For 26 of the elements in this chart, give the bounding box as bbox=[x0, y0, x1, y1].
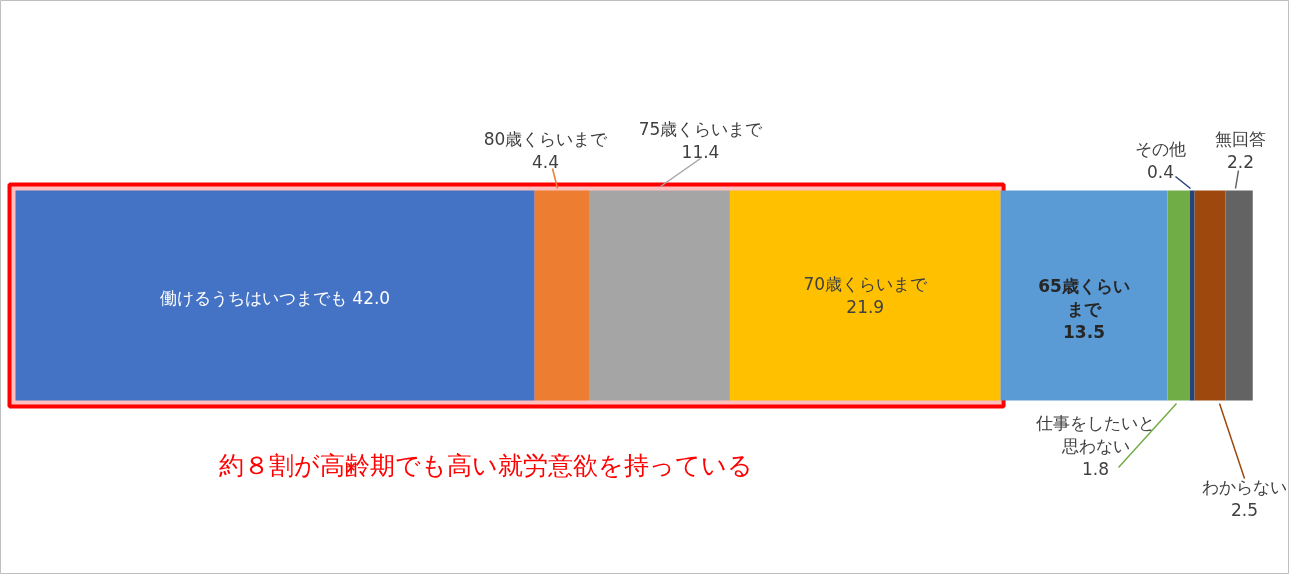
data-label: 4.4 bbox=[531, 152, 560, 172]
data-label: 21.9 bbox=[846, 297, 885, 317]
bar bbox=[1167, 190, 1190, 401]
bar bbox=[729, 190, 1001, 401]
data-label: 2.2 bbox=[1226, 152, 1255, 172]
text: 75歳くらいまで bbox=[638, 119, 764, 139]
data-label: 0.4 bbox=[1146, 162, 1175, 182]
series-label: 65歳くらいまで bbox=[1038, 275, 1130, 319]
bar bbox=[1000, 190, 1168, 401]
data-label: 13.5 bbox=[1063, 321, 1105, 342]
text: 80歳くらいまで bbox=[483, 129, 609, 149]
series-label: 70歳くらいまで bbox=[803, 274, 929, 294]
bar bbox=[1194, 190, 1226, 401]
bar bbox=[1225, 190, 1253, 401]
data-label: 11.4 bbox=[681, 142, 720, 162]
series-label: その他 bbox=[1135, 139, 1186, 159]
text: わからない bbox=[1202, 477, 1287, 497]
bar bbox=[1189, 190, 1195, 401]
bar bbox=[534, 190, 589, 401]
bar bbox=[589, 190, 730, 401]
data-label: 1.8 bbox=[1081, 458, 1110, 479]
text: 約８割が高齢期でも高い就労意欲を持っている bbox=[218, 451, 753, 480]
text: 無回答 bbox=[1215, 129, 1266, 149]
text: 働けるうちはいつまでも 42.0 bbox=[159, 287, 391, 308]
series-label: 仕事をしたいと思わない bbox=[1035, 412, 1155, 456]
data-label: 2.5 bbox=[1230, 500, 1259, 520]
